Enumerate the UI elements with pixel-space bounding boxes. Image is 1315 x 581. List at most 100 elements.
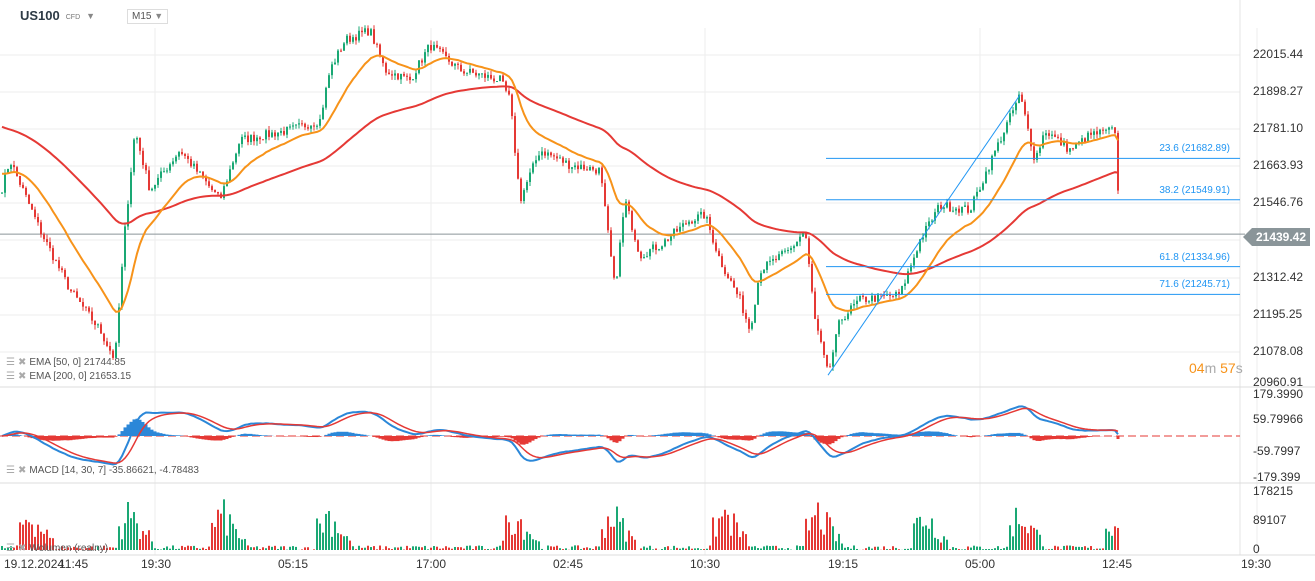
macd-histogram-bar <box>522 436 526 445</box>
candle-body <box>814 291 816 319</box>
symbol-name: US100 <box>20 8 60 23</box>
volume-bar <box>1105 528 1107 550</box>
macd-histogram-bar <box>558 434 562 436</box>
volume-bar <box>586 547 588 550</box>
candle-body <box>967 205 969 213</box>
menu-icon[interactable]: ☰ <box>6 543 15 554</box>
candle-body <box>517 152 519 179</box>
macd-histogram-bar <box>783 431 787 436</box>
candles <box>1 25 1119 371</box>
volume-bar <box>271 546 273 550</box>
volume-bar <box>226 535 228 550</box>
volume-bar <box>508 522 510 550</box>
symbol-selector[interactable]: US100 CFD ▼ <box>20 8 95 23</box>
time-tick: 05:00 <box>965 557 996 571</box>
volume-bar <box>556 545 558 550</box>
candle-body <box>655 244 657 251</box>
candle-body <box>292 125 294 127</box>
candle-body <box>748 318 750 329</box>
candle-body <box>232 162 234 170</box>
price-tick: 21195.25 <box>1253 307 1303 321</box>
macd-histogram-bar <box>657 434 661 436</box>
candle-body <box>1102 129 1104 131</box>
macd-histogram-bar <box>915 432 919 436</box>
candle-body <box>466 72 468 74</box>
close-icon[interactable]: ✖ <box>17 465 27 476</box>
volume-bar <box>931 518 933 550</box>
candle-body <box>646 256 648 258</box>
close-icon[interactable]: ✖ <box>17 357 27 368</box>
timeframe-select[interactable]: M15 ▼ <box>127 9 169 24</box>
volume-bar <box>304 547 306 550</box>
macd-histogram-bar <box>822 436 826 444</box>
time-tick: 19:30 <box>1241 557 1272 571</box>
macd-histogram-bar <box>615 436 619 443</box>
macd-tick: -59.7997 <box>1253 444 1301 458</box>
candle-body <box>7 168 9 174</box>
volume-bar <box>874 546 876 550</box>
macd-histogram-bar <box>840 436 844 438</box>
macd-histogram-bar <box>654 435 658 436</box>
candle-body <box>631 211 633 231</box>
macd-histogram-bar <box>123 427 127 436</box>
volume-bar <box>85 548 87 550</box>
candle-body <box>388 72 390 75</box>
volume-bar <box>262 547 264 550</box>
volume-bar <box>826 512 828 550</box>
candle-body <box>571 167 573 169</box>
macd-histogram-bar <box>348 432 352 436</box>
menu-icon[interactable]: ☰ <box>6 465 15 476</box>
volume-bar <box>553 546 555 550</box>
macd-histogram-bar <box>360 434 364 436</box>
macd-histogram-bar <box>597 434 601 436</box>
volume-bar <box>787 548 789 550</box>
candle-body <box>340 50 342 52</box>
macd-histogram-bar <box>630 434 634 436</box>
volume-bar <box>379 545 381 550</box>
volume-bar <box>1045 549 1047 550</box>
candle-body <box>874 295 876 302</box>
candle-body <box>235 153 237 163</box>
volume-bar <box>559 548 561 550</box>
volume-bar <box>985 549 987 550</box>
menu-icon[interactable]: ☰ <box>6 371 15 382</box>
macd-histogram-bar <box>12 433 16 436</box>
macd-histogram-bar <box>666 433 670 436</box>
macd-histogram-bar <box>1056 436 1060 439</box>
candle-body <box>112 350 114 358</box>
candle-body <box>949 202 951 212</box>
macd-histogram-bar <box>138 419 142 436</box>
volume-bar <box>796 545 798 550</box>
menu-icon[interactable]: ☰ <box>6 357 15 368</box>
volume-bar <box>115 547 117 550</box>
volume-bar <box>883 546 885 550</box>
volume-bar <box>751 546 753 550</box>
macd-histogram-bar <box>324 434 328 436</box>
volume-bar <box>526 531 528 550</box>
macd-histogram-bar <box>1047 436 1051 440</box>
volume-bar <box>661 549 663 550</box>
volume-bar <box>214 526 216 550</box>
candle-body <box>892 295 894 297</box>
macd-histogram-bar <box>585 434 589 436</box>
close-icon[interactable]: ✖ <box>17 543 27 554</box>
macd-histogram-bar <box>708 434 712 436</box>
macd-histogram-bar <box>192 436 196 438</box>
candle-body <box>97 324 99 326</box>
volume-bar <box>724 509 726 550</box>
close-icon[interactable]: ✖ <box>17 371 27 382</box>
volume-bar <box>112 547 114 550</box>
volume-bar <box>877 546 879 550</box>
macd-histogram-bar <box>879 433 883 436</box>
candle-body <box>322 107 324 120</box>
macd-histogram-bar <box>888 434 892 436</box>
macd-histogram-bar <box>24 436 28 437</box>
candle-body <box>565 160 567 163</box>
candle-body <box>901 285 903 295</box>
macd-histogram-bar <box>147 427 151 436</box>
candle-body <box>199 171 201 173</box>
volume-bar <box>529 534 531 550</box>
ema50-line <box>1 54 1119 313</box>
volume-bar <box>538 541 540 550</box>
